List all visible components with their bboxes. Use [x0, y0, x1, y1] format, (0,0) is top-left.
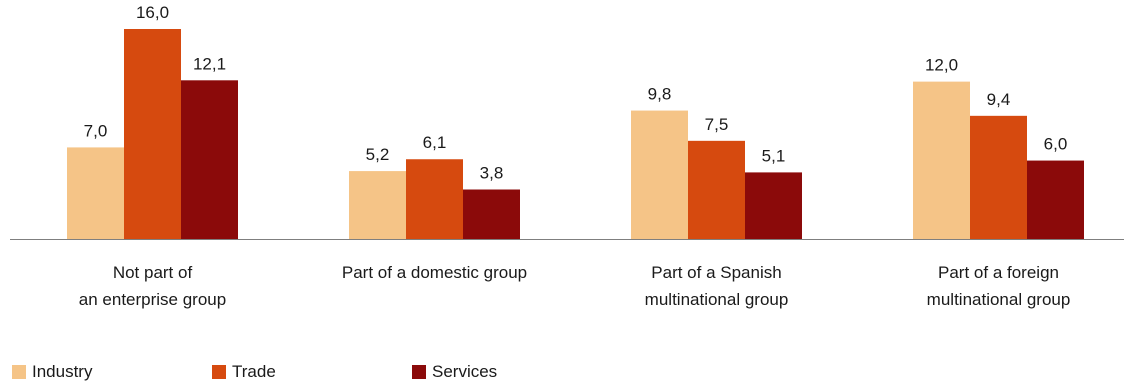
legend-item-industry: Industry: [12, 362, 92, 382]
bar-trade-2: [406, 159, 463, 240]
category-label-4-line-1: Part of a foreign: [938, 263, 1059, 282]
legend-label-services: Services: [432, 362, 498, 381]
bar-services-1: [181, 80, 238, 240]
data-label-industry-1: 7,0: [84, 121, 108, 140]
bar-trade-3: [688, 140, 745, 240]
data-label-trade-1: 16,0: [136, 3, 169, 22]
legend-swatch-services: [412, 365, 426, 379]
bar-industry-2: [349, 171, 406, 240]
data-label-services-4: 6,0: [1044, 135, 1068, 154]
category-label-1-line-1: Not part of: [113, 263, 193, 282]
value-labels-group: 7,0 16,0 12,1 5,2 6,1 3,8 9,8 7,5 5,1 12,0 9,4 6,0: [84, 3, 1068, 183]
data-label-industry-2: 5,2: [366, 145, 390, 164]
data-label-trade-3: 7,5: [705, 115, 729, 134]
category-label-3-line-2: multinational group: [645, 290, 789, 309]
category-labels-group: Not part of an enterprise group Part of a …: [79, 263, 1071, 309]
category-label-2-line-1: Part of a domestic group: [342, 263, 527, 282]
legend-swatch-industry: [12, 365, 26, 379]
legend-item-services: Services: [412, 362, 497, 382]
bar-services-3: [745, 172, 802, 240]
category-label-3-line-1: Part of a Spanish: [651, 263, 781, 282]
legend-swatch-trade: [212, 365, 226, 379]
data-label-trade-4: 9,4: [987, 90, 1011, 109]
bar-industry-1: [67, 147, 124, 240]
bar-chart: 7,016,012,15,26,13,89,87,55,112,09,46,0 …: [10, 3, 1124, 309]
bar-trade-1: [124, 29, 181, 240]
bar-trade-4: [970, 115, 1027, 240]
category-label-4-line-2: multinational group: [927, 290, 1071, 309]
bar-services-2: [463, 189, 520, 240]
data-label-services-3: 5,1: [762, 146, 786, 165]
bar-industry-4: [913, 81, 970, 240]
bar-industry-3: [631, 110, 688, 240]
bar-services-4: [1027, 160, 1084, 240]
legend-label-industry: Industry: [32, 362, 93, 381]
data-label-services-2: 3,8: [480, 164, 504, 183]
legend-label-trade: Trade: [232, 362, 276, 381]
data-label-trade-2: 6,1: [423, 133, 447, 152]
legend-item-trade: Trade: [212, 362, 276, 382]
data-label-industry-4: 12,0: [925, 56, 958, 75]
category-label-1-line-2: an enterprise group: [79, 290, 226, 309]
legend: Industry Trade Services: [0, 362, 1134, 384]
bars-group: [67, 29, 1084, 240]
data-label-services-1: 12,1: [193, 54, 226, 73]
data-label-industry-3: 9,8: [648, 85, 672, 104]
